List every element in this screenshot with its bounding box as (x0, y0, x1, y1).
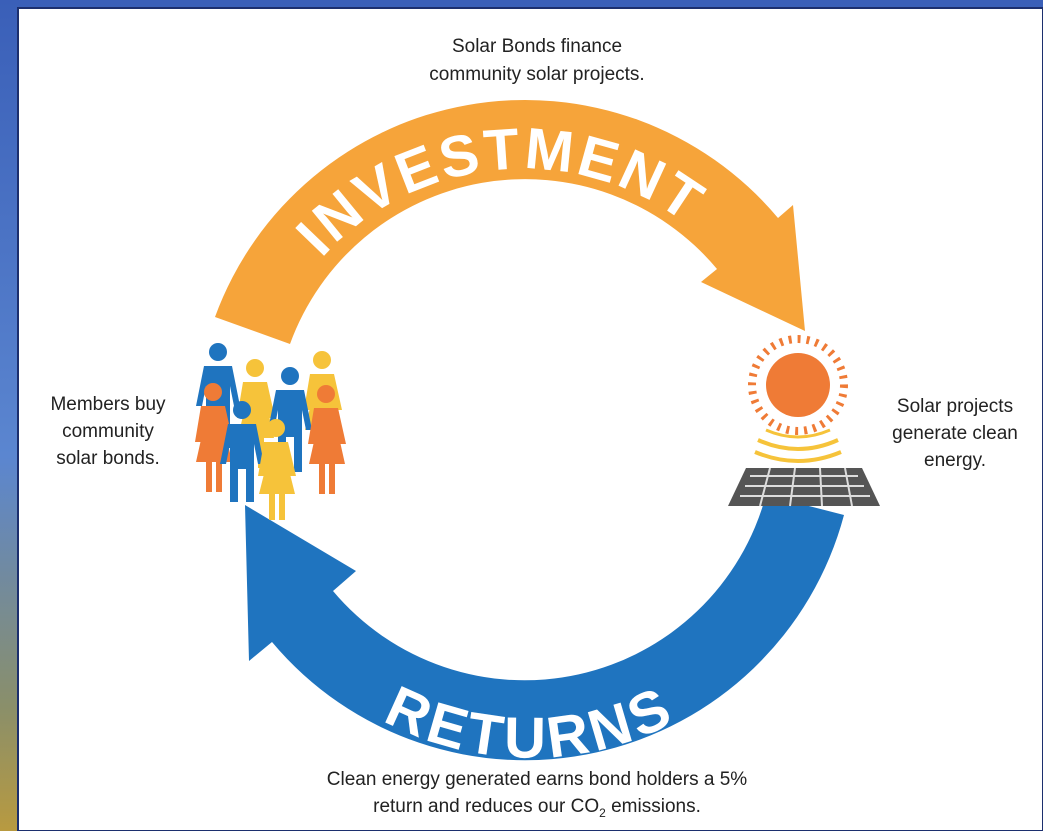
left-caption: Members buy (50, 394, 166, 415)
right-caption: generate clean (892, 423, 1018, 444)
caption-text: return and reduces our CO (373, 796, 599, 817)
top-caption: Solar Bonds finance (452, 36, 622, 57)
top-caption: community solar projects. (429, 64, 644, 85)
left-caption: solar bonds. (56, 448, 160, 469)
right-caption: energy. (924, 450, 986, 471)
diagram: INVESTMENT RETURNS Solar Bonds finance c… (0, 0, 1043, 831)
caption-text: emissions. (606, 796, 701, 817)
solar-panel-icon (728, 468, 880, 506)
bottom-caption: return and reduces our CO2 emissions. (373, 796, 701, 820)
left-caption: community (62, 421, 154, 442)
page: INVESTMENT RETURNS Solar Bonds finance c… (0, 0, 1043, 831)
right-caption: Solar projects (897, 396, 1013, 417)
bottom-caption: Clean energy generated earns bond holder… (327, 769, 748, 790)
